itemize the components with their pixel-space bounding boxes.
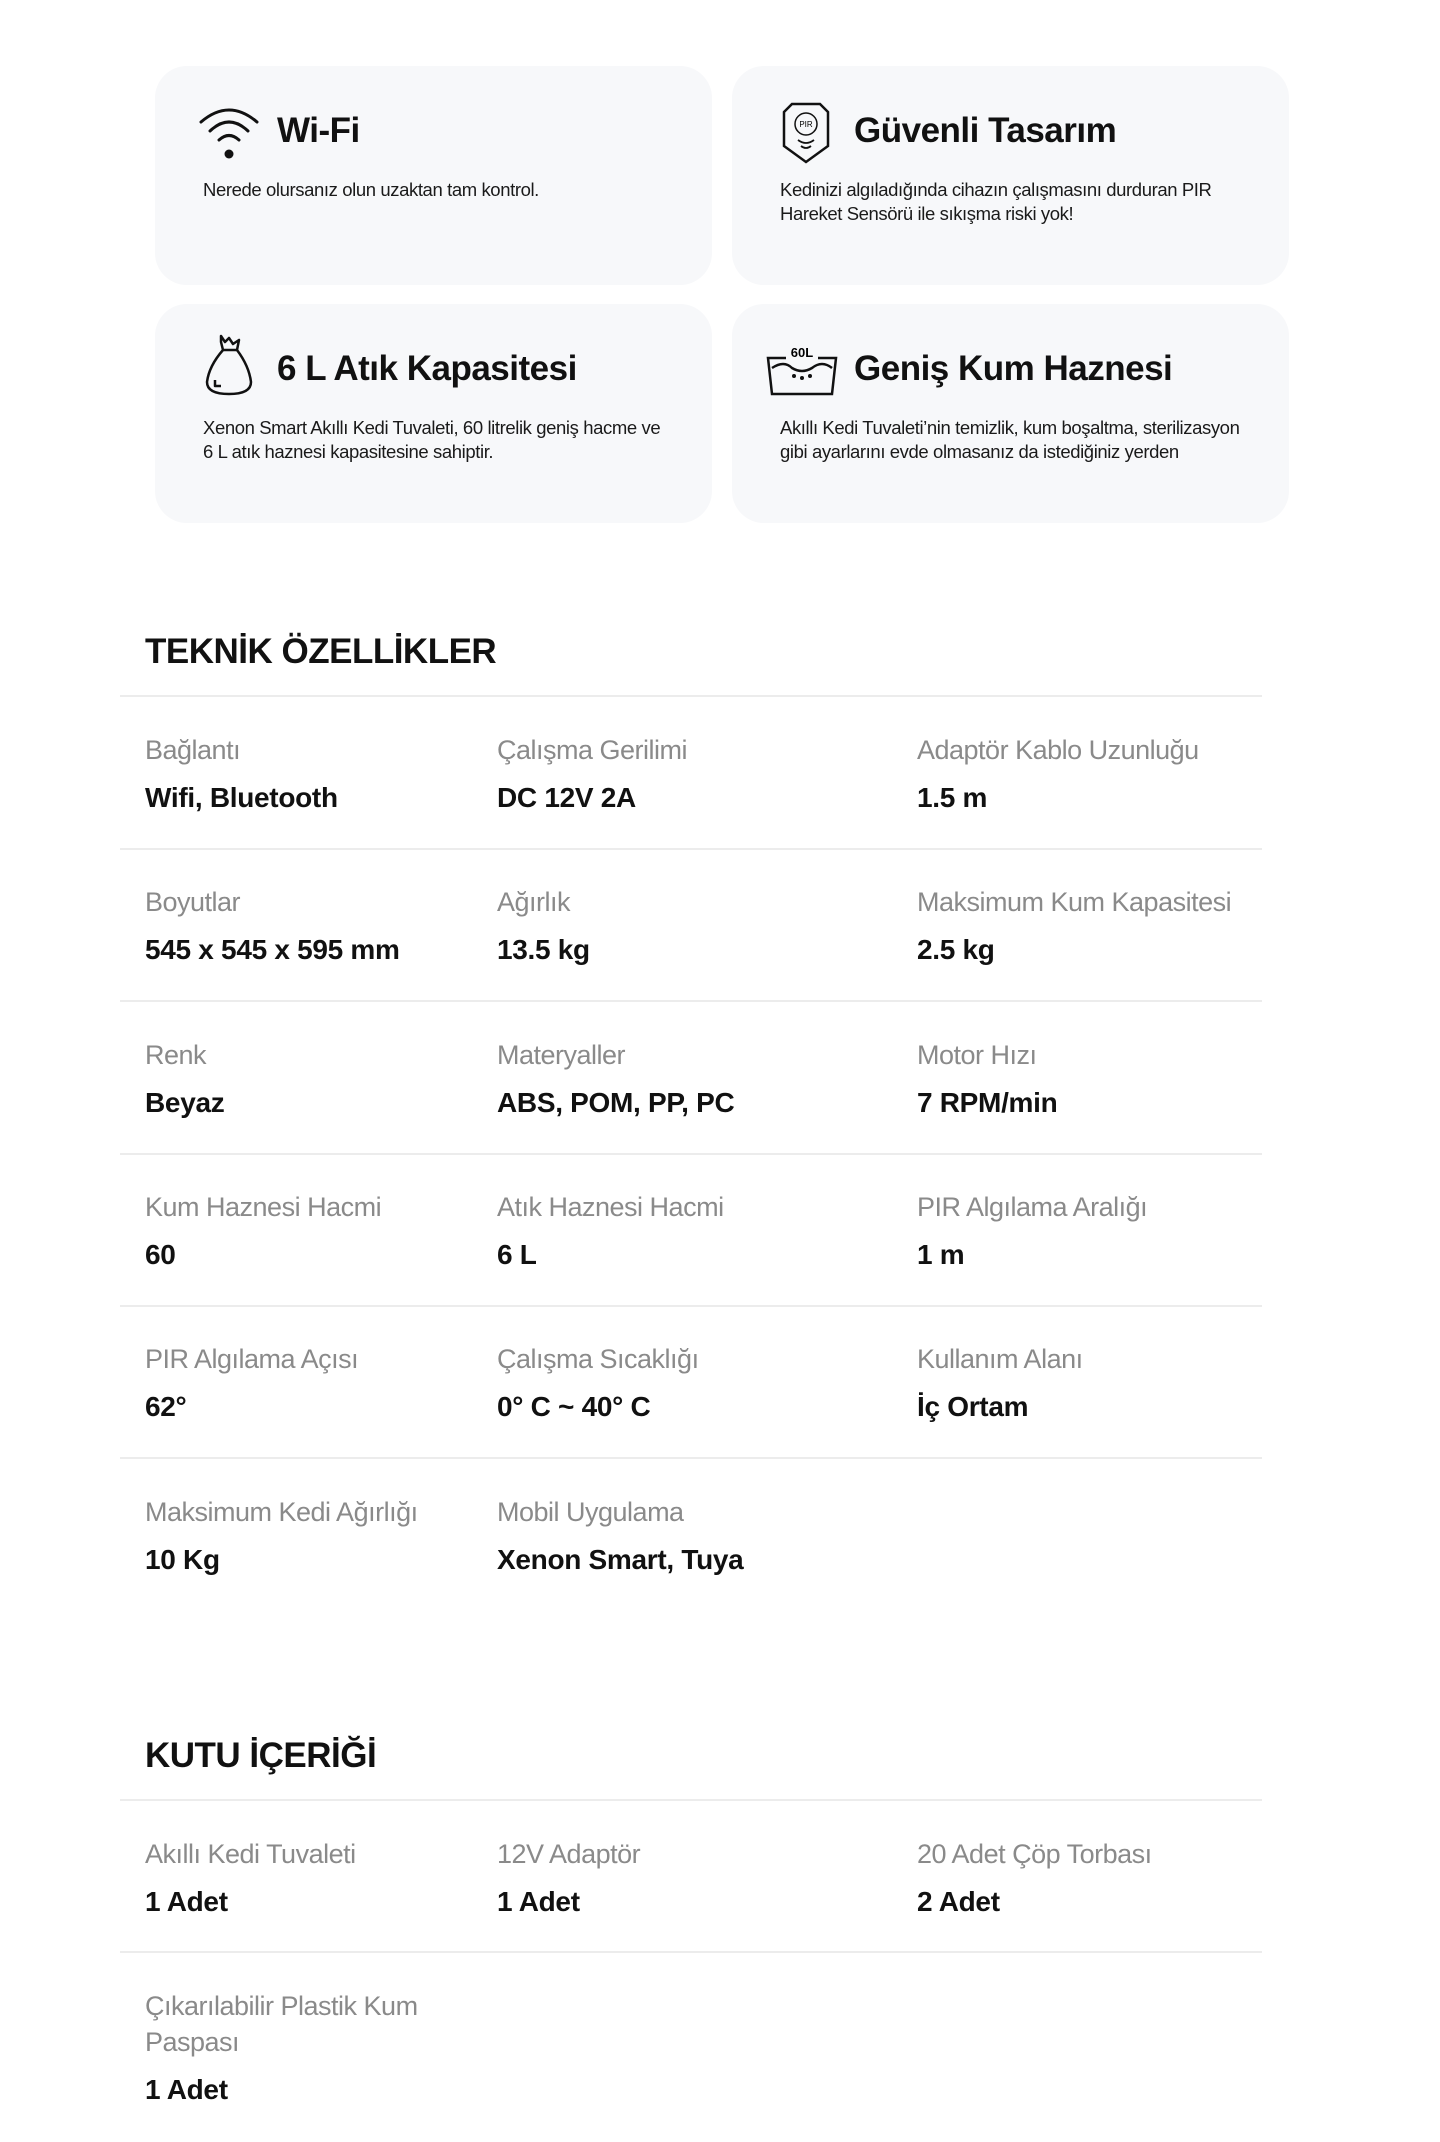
spec-value: 10 Kg — [145, 1544, 220, 1575]
spec-item: Adaptör Kablo Uzunluğu 1.5 m — [917, 732, 1247, 816]
spec-item: Bağlantı Wifi, Bluetooth — [145, 732, 475, 816]
spec-value: 1 Adet — [497, 1886, 580, 1917]
pir-label: PIR — [799, 120, 813, 129]
row-divider — [120, 1305, 1262, 1307]
feature-desc: Nerede olursanız olun uzaktan tam kontro… — [203, 179, 539, 200]
spec-label: Kullanım Alanı — [917, 1344, 1083, 1374]
spec-item: Çalışma Gerilimi DC 12V 2A — [497, 732, 827, 816]
spec-label: Çıkarılabilir Plastik Kum Paspası — [145, 1991, 418, 2057]
spec-label: Motor Hızı — [917, 1040, 1037, 1070]
spec-value: 6 L — [497, 1239, 537, 1270]
row-divider — [120, 848, 1262, 850]
feature-desc: Kedinizi algıladığında cihazın çalışması… — [780, 179, 1212, 224]
spec-value: DC 12V 2A — [497, 782, 636, 813]
spec-label: Atık Haznesi Hacmi — [497, 1192, 724, 1222]
spec-label: Materyaller — [497, 1040, 626, 1070]
spec-item: Motor Hızı 7 RPM/min — [917, 1037, 1247, 1121]
spec-value: 2.5 kg — [917, 934, 995, 965]
spec-label: Mobil Uygulama — [497, 1497, 684, 1527]
spec-item: Atık Haznesi Hacmi 6 L — [497, 1189, 827, 1273]
spec-item: Akıllı Kedi Tuvaleti 1 Adet — [145, 1836, 475, 1920]
row-divider — [120, 1153, 1262, 1155]
box-contents-heading: KUTU İÇERİĞİ — [145, 1736, 377, 1775]
waste-bag-icon — [205, 334, 253, 396]
spec-item: PIR Algılama Açısı 62° — [145, 1341, 475, 1425]
spec-label: PIR Algılama Açısı — [145, 1344, 359, 1374]
row-divider — [120, 1951, 1262, 1953]
spec-item: Renk Beyaz — [145, 1037, 475, 1121]
feature-title: 6 L Atık Kapasitesi — [277, 349, 577, 388]
spec-value: Wifi, Bluetooth — [145, 782, 338, 813]
spec-label: Kum Haznesi Hacmi — [145, 1192, 382, 1222]
feature-card-wifi: Wi-Fi Nerede olursanız olun uzaktan tam … — [155, 66, 712, 285]
spec-value: 1 Adet — [145, 1886, 228, 1917]
spec-label: Adaptör Kablo Uzunluğu — [917, 735, 1199, 765]
spec-item: Kullanım Alanı İç Ortam — [917, 1341, 1247, 1425]
spec-item: PIR Algılama Aralığı 1 m — [917, 1189, 1247, 1273]
spec-label: Boyutlar — [145, 887, 241, 917]
spec-value: ABS, POM, PP, PC — [497, 1087, 735, 1118]
spec-value: Beyaz — [145, 1087, 225, 1118]
spec-value: 0° C ~ 40° C — [497, 1391, 651, 1422]
spec-label: Akıllı Kedi Tuvaleti — [145, 1839, 356, 1869]
row-divider — [120, 695, 1262, 697]
feature-desc: Xenon Smart Akıllı Kedi Tuvaleti, 60 lit… — [203, 417, 661, 462]
spec-item: Maksimum Kum Kapasitesi 2.5 kg — [917, 884, 1247, 968]
spec-label: 20 Adet Çöp Torbası — [917, 1839, 1152, 1869]
spec-value: 13.5 kg — [497, 934, 590, 965]
spec-label: 12V Adaptör — [497, 1839, 641, 1869]
capacity-label: 60L — [791, 345, 813, 360]
feature-title: Güvenli Tasarım — [854, 111, 1117, 150]
spec-value: 2 Adet — [917, 1886, 1000, 1917]
spec-value: 1 m — [917, 1239, 965, 1270]
spec-value: 545 x 545 x 595 mm — [145, 934, 400, 965]
spec-value: 62° — [145, 1391, 187, 1422]
spec-value: İç Ortam — [917, 1391, 1029, 1422]
wifi-icon — [199, 108, 259, 159]
spec-item: Mobil Uygulama Xenon Smart, Tuya — [497, 1494, 827, 1578]
specs-heading: TEKNİK ÖZELLİKLER — [145, 632, 497, 671]
spec-label: Çalışma Gerilimi — [497, 735, 688, 765]
spec-item: 20 Adet Çöp Torbası 2 Adet — [917, 1836, 1247, 1920]
spec-value: 1.5 m — [917, 782, 988, 813]
spec-item: Maksimum Kedi Ağırlığı 10 Kg — [145, 1494, 475, 1578]
feature-card-waste-capacity: 6 L Atık Kapasitesi Xenon Smart Akıllı K… — [155, 304, 712, 523]
spec-label: Ağırlık — [497, 887, 571, 917]
feature-desc: Akıllı Kedi Tuvaleti’nin temizlik, kum b… — [780, 417, 1240, 462]
spec-item: 12V Adaptör 1 Adet — [497, 1836, 827, 1920]
spec-label: Çalışma Sıcaklığı — [497, 1344, 699, 1374]
row-divider — [120, 1799, 1262, 1801]
litter-box-60l-icon: 60L — [766, 344, 838, 396]
row-divider — [120, 1457, 1262, 1459]
spec-item: Ağırlık 13.5 kg — [497, 884, 827, 968]
spec-value: 60 — [145, 1239, 176, 1270]
spec-label: PIR Algılama Aralığı — [917, 1192, 1148, 1222]
spec-value: 7 RPM/min — [917, 1087, 1058, 1118]
spec-label: Bağlantı — [145, 735, 241, 765]
pir-shield-icon: PIR — [782, 102, 830, 164]
spec-label: Maksimum Kedi Ağırlığı — [145, 1497, 418, 1527]
spec-item: Kum Haznesi Hacmi 60 — [145, 1189, 475, 1273]
spec-label: Renk — [145, 1040, 207, 1070]
feature-title: Wi-Fi — [277, 111, 360, 150]
spec-value: 1 Adet — [145, 2074, 228, 2105]
spec-item: Boyutlar 545 x 545 x 595 mm — [145, 884, 475, 968]
spec-value: Xenon Smart, Tuya — [497, 1544, 744, 1575]
feature-title: Geniş Kum Haznesi — [854, 349, 1173, 388]
spec-label: Maksimum Kum Kapasitesi — [917, 887, 1232, 917]
spec-item: Çıkarılabilir Plastik Kum Paspası 1 Adet — [145, 1988, 475, 2108]
row-divider — [120, 1000, 1262, 1002]
spec-item: Materyaller ABS, POM, PP, PC — [497, 1037, 827, 1121]
feature-card-litter-capacity: 60L Geniş Kum Haznesi Akıllı Kedi Tuvale… — [732, 304, 1289, 523]
spec-item: Çalışma Sıcaklığı 0° C ~ 40° C — [497, 1341, 827, 1425]
feature-card-safe-design: PIR Güvenli Tasarım Kedinizi algıladığın… — [732, 66, 1289, 285]
